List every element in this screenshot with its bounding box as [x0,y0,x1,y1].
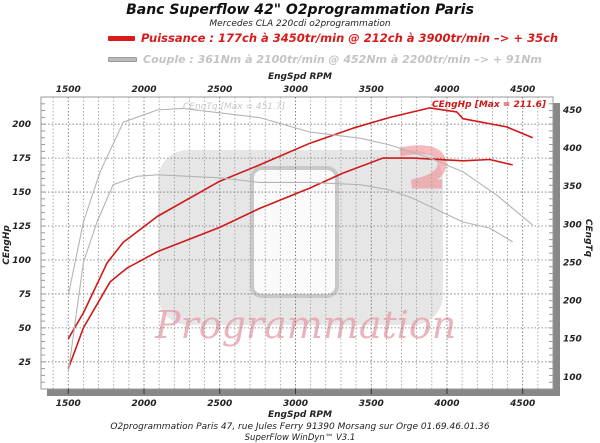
chart-title: Banc Superflow 42" O2programmation Paris [126,2,474,18]
y-right-axis-title: CEngTq [583,219,593,258]
y-right-tick-label: 350 [563,182,582,192]
legend-power: Puissance : 177ch à 3450tr/min @ 212ch à… [108,31,558,46]
legend-torque: Couple : 361Nm à 2100tr/min @ 452Nm à 22… [108,52,542,67]
y-left-tick-label: 50 [18,324,31,334]
y-left-tick-label: 100 [12,256,31,266]
x-tick-label-top: 2500 [207,85,232,95]
legend-torque-label: Couple : 361Nm à 2100tr/min @ 452Nm à 22… [143,53,542,66]
x-tick-label-bottom: 4000 [433,399,459,409]
footer-software: SuperFlow WinDyn™ V3.1 [244,433,356,443]
power-curve-1 [67,157,513,369]
y-left-tick-label: 125 [12,222,31,232]
x-tick-label-bottom: 4500 [509,399,535,409]
x-tick-label-bottom: 3000 [283,399,308,409]
y-left-tick-label: 150 [12,188,31,198]
x-tick-label-bottom: 1500 [56,399,81,409]
y-left-tick-label: 200 [12,120,31,130]
x-axis-title-bottom: EngSpd RPM [268,410,332,420]
x-tick-label-bottom: 2500 [207,399,232,409]
torque-max-annotation: CEngTq [Max = 451.7] [183,102,286,112]
x-tick-label-top: 4000 [433,85,459,95]
y-right-tick-label: 100 [563,373,582,383]
plot-shadow-right [553,103,560,396]
watermark-text: Programmation [154,303,456,347]
watermark-logo: Programmation [154,145,456,347]
x-axis-title-top: EngSpd RPM [268,72,332,82]
torque-curve-3 [67,174,513,373]
x-tick-label-top: 1500 [56,85,81,95]
legend-power-swatch [108,36,135,41]
y-left-tick-label: 25 [18,358,31,368]
y-right-tick-label: 200 [563,297,582,307]
y-left-tick-label: 175 [12,154,31,164]
watermark-inner-box [250,166,339,298]
chart-subtitle: Mercedes CLA 220cdi o2programmation [209,19,391,29]
plot-shadow-bottom [47,389,559,396]
y-left-axis-title: CEngHp [2,225,12,265]
y-right-tick-label: 300 [563,220,582,230]
power-max-annotation: CEngHp [Max = 211.6] [432,100,547,110]
y-right-tick-label: 400 [562,144,582,154]
torque-curve-2 [67,107,534,296]
y-right-tick-label: 150 [563,335,582,345]
x-tick-label-top: 2000 [131,85,156,95]
watermark-2-mark [399,145,447,189]
x-tick-label-top: 4500 [509,85,535,95]
legend-power-label: Puissance : 177ch à 3450tr/min @ 212ch à… [141,31,559,45]
y-left-tick-label: 75 [18,290,31,300]
footer-address: O2programmation Paris 47, rue Jules Ferr… [110,422,490,432]
legend-torque-swatch [108,57,137,62]
x-tick-label-top: 3500 [359,85,384,95]
x-tick-label-bottom: 3500 [359,399,384,409]
y-right-tick-label: 450 [562,106,582,116]
power-curve-0 [67,107,534,340]
y-right-tick-label: 250 [563,258,582,268]
x-tick-label-bottom: 2000 [131,399,156,409]
x-tick-label-top: 3000 [283,85,308,95]
